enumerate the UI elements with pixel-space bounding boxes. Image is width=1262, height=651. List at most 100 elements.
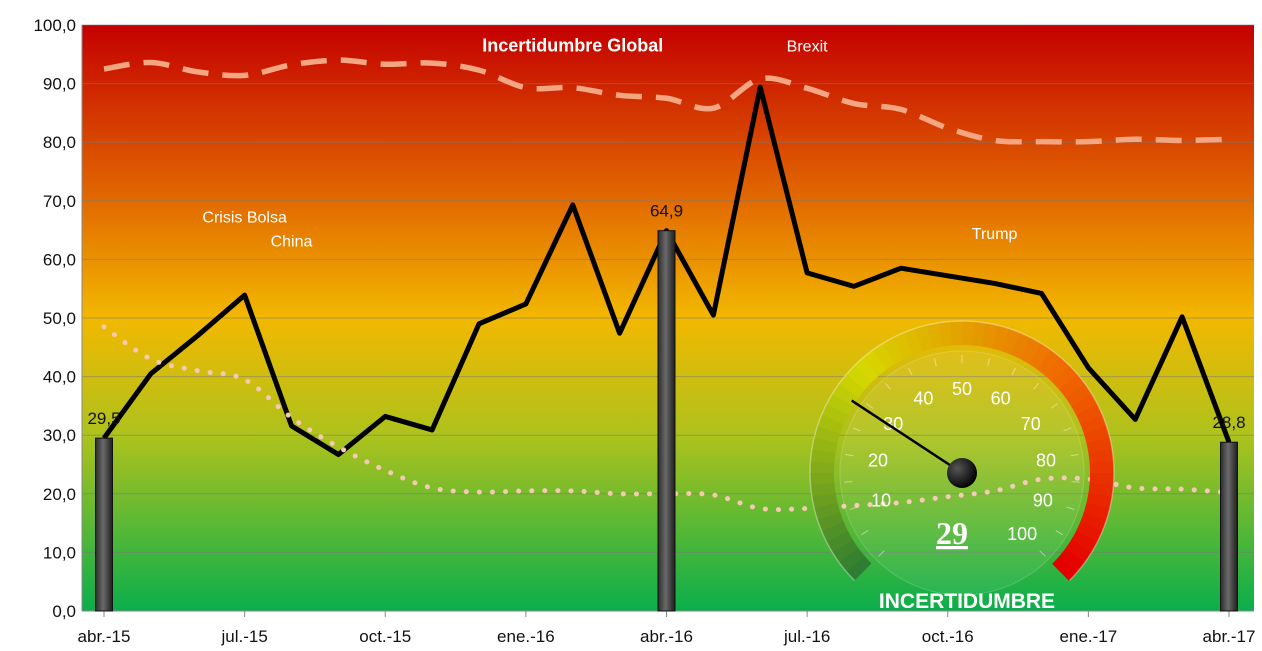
y-tick-label: 50,0 bbox=[43, 309, 76, 328]
gauge-arc-segment bbox=[1058, 548, 1085, 573]
y-tick-label: 0,0 bbox=[52, 602, 76, 621]
gauge-arc-segment bbox=[903, 328, 924, 355]
gauge-arc-segment bbox=[839, 373, 866, 398]
gauge-arc-segment bbox=[810, 448, 836, 464]
gauge-title-label: INCERTIDUMBRE bbox=[879, 590, 1055, 613]
series-line-dashed bbox=[103, 57, 1230, 145]
gauge-arc-segment bbox=[1088, 482, 1114, 498]
highlight-bar bbox=[95, 437, 113, 612]
gauge-tick bbox=[852, 427, 861, 432]
gauge-arc-segment bbox=[826, 530, 853, 553]
annotation-label: China bbox=[271, 234, 313, 251]
uncertainty-gauge: 10 20 30 40 50 60 70 80 90 100 29 INCERTIDUMBRE bbox=[809, 320, 1115, 613]
gauge-arc-segment bbox=[821, 521, 849, 543]
gauge-scale-label: 10 bbox=[871, 490, 891, 510]
gauge-arc-segment bbox=[1080, 414, 1107, 435]
gauge-tick bbox=[1050, 403, 1058, 409]
gauge-arc-segment bbox=[838, 547, 865, 572]
gauge-arc-segment bbox=[817, 414, 844, 434]
x-axis: abr.-15 jul.-15 oct.-15 ene.-16 abr.-16 jul.-… bbox=[78, 610, 1256, 646]
gauge-arc-segment bbox=[821, 403, 849, 425]
gauge-knob bbox=[947, 458, 977, 488]
gauge-arc-segment bbox=[892, 332, 914, 360]
gauge-arc-segment bbox=[1052, 556, 1078, 581]
y-axis: 0,0 10,0 20,0 30,0 40,0 50,0 60,0 70,0 80,0 90,0 1… bbox=[33, 16, 83, 621]
gauge-tick bbox=[1070, 454, 1079, 457]
y-tick-label: 100,0 bbox=[33, 16, 76, 35]
highlight-bar bbox=[1220, 441, 1238, 612]
gauge-arc-segment bbox=[882, 337, 905, 364]
gauge-arc-segment bbox=[814, 502, 841, 520]
bar-data-label: 28,8 bbox=[1212, 413, 1245, 432]
x-tick-label: abr.-17 bbox=[1203, 627, 1256, 646]
gauge-tick bbox=[907, 367, 913, 376]
annotations: Incertidumbre Global Brexit Crisis Bolsa Ch… bbox=[202, 35, 1017, 250]
x-tick-label: abr.-16 bbox=[640, 627, 693, 646]
gauge-arc-segment bbox=[1070, 531, 1098, 553]
highlight-bars: 29,5 64,9 28,8 bbox=[87, 202, 1246, 612]
gauge-arc-segment bbox=[846, 555, 872, 581]
gauge-arc-segment bbox=[1088, 449, 1114, 464]
gauge-needle bbox=[850, 399, 963, 475]
annotation-label: Incertidumbre Global bbox=[482, 35, 663, 55]
annotation-label: Brexit bbox=[787, 38, 828, 55]
gauge-arc-segment bbox=[1083, 502, 1110, 521]
gauge-arc-segment bbox=[854, 357, 880, 383]
gauge-scale-label: 30 bbox=[883, 414, 903, 434]
gauge-arc-segment bbox=[971, 321, 987, 347]
gauge-arc-segment bbox=[1045, 357, 1070, 383]
gauge-scale-label: 50 bbox=[952, 379, 972, 399]
x-tick-label: ene.-17 bbox=[1060, 627, 1118, 646]
gauge-tick bbox=[1055, 530, 1063, 536]
gauge-arc-segment bbox=[1037, 350, 1062, 377]
x-tick-label: oct.-16 bbox=[922, 627, 974, 646]
x-tick-label: jul.-16 bbox=[783, 627, 830, 646]
gauge-arc-segment bbox=[1080, 512, 1107, 532]
gauge-arc-segment bbox=[1075, 521, 1103, 543]
gauge-arc-segment bbox=[811, 492, 838, 509]
gauge-tick bbox=[1033, 382, 1040, 390]
gauge-arc-segment bbox=[814, 425, 841, 444]
annotation-label: Trump bbox=[972, 226, 1018, 243]
gauge-scale-label: 60 bbox=[991, 388, 1011, 408]
y-tick-label: 70,0 bbox=[43, 192, 76, 211]
gauge-arc-segment bbox=[1001, 328, 1021, 355]
gauge-scale-label: 40 bbox=[913, 388, 933, 408]
gauge-arc-segment bbox=[1065, 383, 1092, 407]
gauge-arc-segment bbox=[1020, 337, 1042, 365]
gauge-arc-segment bbox=[1059, 374, 1086, 399]
gauge-scale-label: 100 bbox=[1007, 524, 1037, 544]
gauge-tick bbox=[933, 358, 937, 367]
y-tick-label: 60,0 bbox=[43, 250, 76, 269]
y-tick-label: 40,0 bbox=[43, 368, 76, 387]
gauge-arc-segment bbox=[915, 325, 933, 352]
x-tick-label: oct.-15 bbox=[359, 627, 411, 646]
gauge-value-label: 29 bbox=[936, 515, 968, 551]
gauge-arc-segment bbox=[811, 436, 838, 454]
gauge-tick bbox=[1039, 550, 1046, 557]
gauge-tick bbox=[1011, 367, 1017, 376]
annotation-label: Crisis Bolsa bbox=[202, 209, 287, 226]
y-tick-label: 30,0 bbox=[43, 426, 76, 445]
gauge-tick bbox=[884, 382, 891, 390]
gauge-tick bbox=[1071, 481, 1080, 483]
gauge-scale-label: 80 bbox=[1036, 451, 1056, 471]
gauge-arc-segment bbox=[810, 482, 836, 497]
gauge-tick bbox=[866, 403, 874, 409]
gauge-tick bbox=[987, 358, 991, 367]
gauge-tick bbox=[849, 506, 858, 510]
gauge-arc-segment bbox=[826, 393, 854, 415]
gauge-arc-outline bbox=[809, 320, 1115, 582]
gauge-arc-segment bbox=[1086, 492, 1113, 510]
gauge-arc-segment bbox=[981, 322, 999, 349]
gauge-tick bbox=[845, 454, 854, 457]
gauge-arc-segment bbox=[846, 365, 872, 390]
y-tick-label: 90,0 bbox=[43, 75, 76, 94]
gauge-arc-segment bbox=[938, 321, 953, 347]
gauge-arc-segment bbox=[1083, 426, 1110, 444]
gauge-tick bbox=[1066, 506, 1075, 510]
gauge-arc-segment bbox=[926, 322, 943, 349]
x-tick-label: jul.-15 bbox=[220, 627, 267, 646]
bar-data-label: 64,9 bbox=[650, 202, 683, 221]
